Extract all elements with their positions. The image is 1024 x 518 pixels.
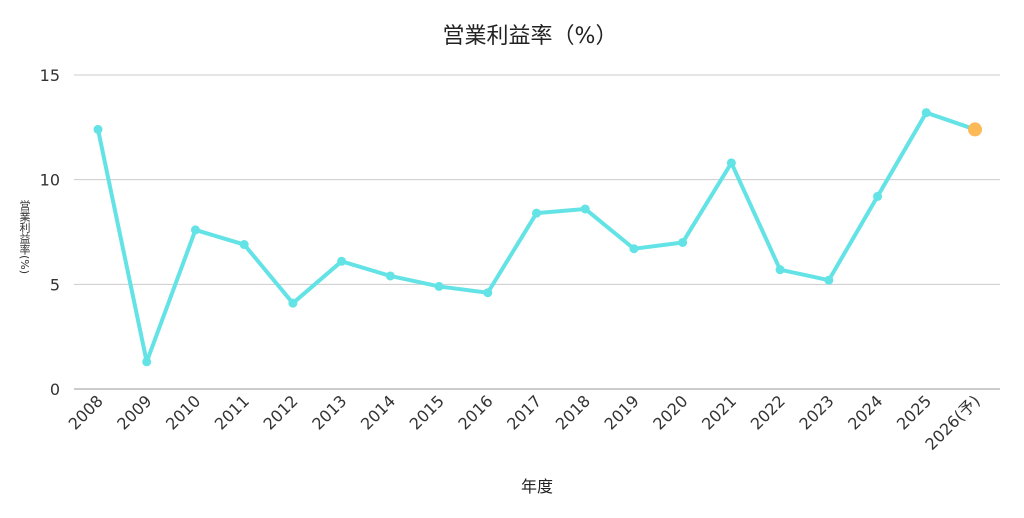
data-point	[873, 191, 883, 201]
data-point	[580, 204, 590, 214]
x-tick-label: 2009	[113, 391, 155, 433]
data-point	[824, 275, 834, 285]
x-tick-label: 2017	[503, 391, 545, 433]
data-point	[532, 208, 541, 218]
data-point	[678, 237, 688, 247]
data-point	[629, 244, 639, 254]
y-axis-label: 営業利益率(%)	[18, 200, 31, 275]
x-tick-label: 2018	[552, 391, 594, 433]
data-point	[239, 240, 249, 250]
x-tick-label: 2024	[844, 391, 886, 433]
y-tick-label: 0	[50, 380, 60, 399]
y-tick-label: 15	[40, 66, 60, 85]
y-tick-label: 10	[40, 171, 60, 190]
x-tick-label: 2013	[308, 391, 350, 433]
x-tick-label: 2016	[454, 391, 496, 433]
x-tick-label: 2015	[406, 391, 448, 433]
x-tick-label: 2021	[698, 391, 740, 433]
x-tick-label: 2012	[259, 391, 301, 433]
x-tick-label: 2023	[795, 391, 837, 433]
forecast-point	[968, 122, 982, 137]
x-tick-label: 2019	[601, 391, 643, 433]
series-line	[96, 110, 976, 364]
data-point	[190, 225, 200, 235]
chart-title: 営業利益率（%）	[443, 24, 618, 49]
x-tick-label: 2010	[162, 391, 204, 433]
x-tick-label: 2008	[65, 391, 107, 433]
x-tick-label: 2020	[649, 391, 691, 433]
data-point	[483, 288, 493, 298]
data-point	[142, 357, 152, 367]
data-point	[726, 158, 736, 168]
data-point	[288, 298, 298, 308]
data-point	[93, 124, 103, 134]
y-tick-label: 5	[50, 275, 60, 294]
data-point	[921, 108, 931, 118]
data-point	[434, 281, 444, 291]
x-axis-label: 年度	[521, 477, 553, 496]
data-point	[337, 256, 347, 266]
x-tick-label: 2011	[211, 391, 253, 433]
data-point	[385, 271, 395, 281]
x-tick-label: 2025	[893, 391, 935, 433]
x-tick-label: 2014	[357, 391, 399, 433]
data-point	[775, 265, 785, 275]
x-tick-label: 2022	[747, 391, 789, 433]
